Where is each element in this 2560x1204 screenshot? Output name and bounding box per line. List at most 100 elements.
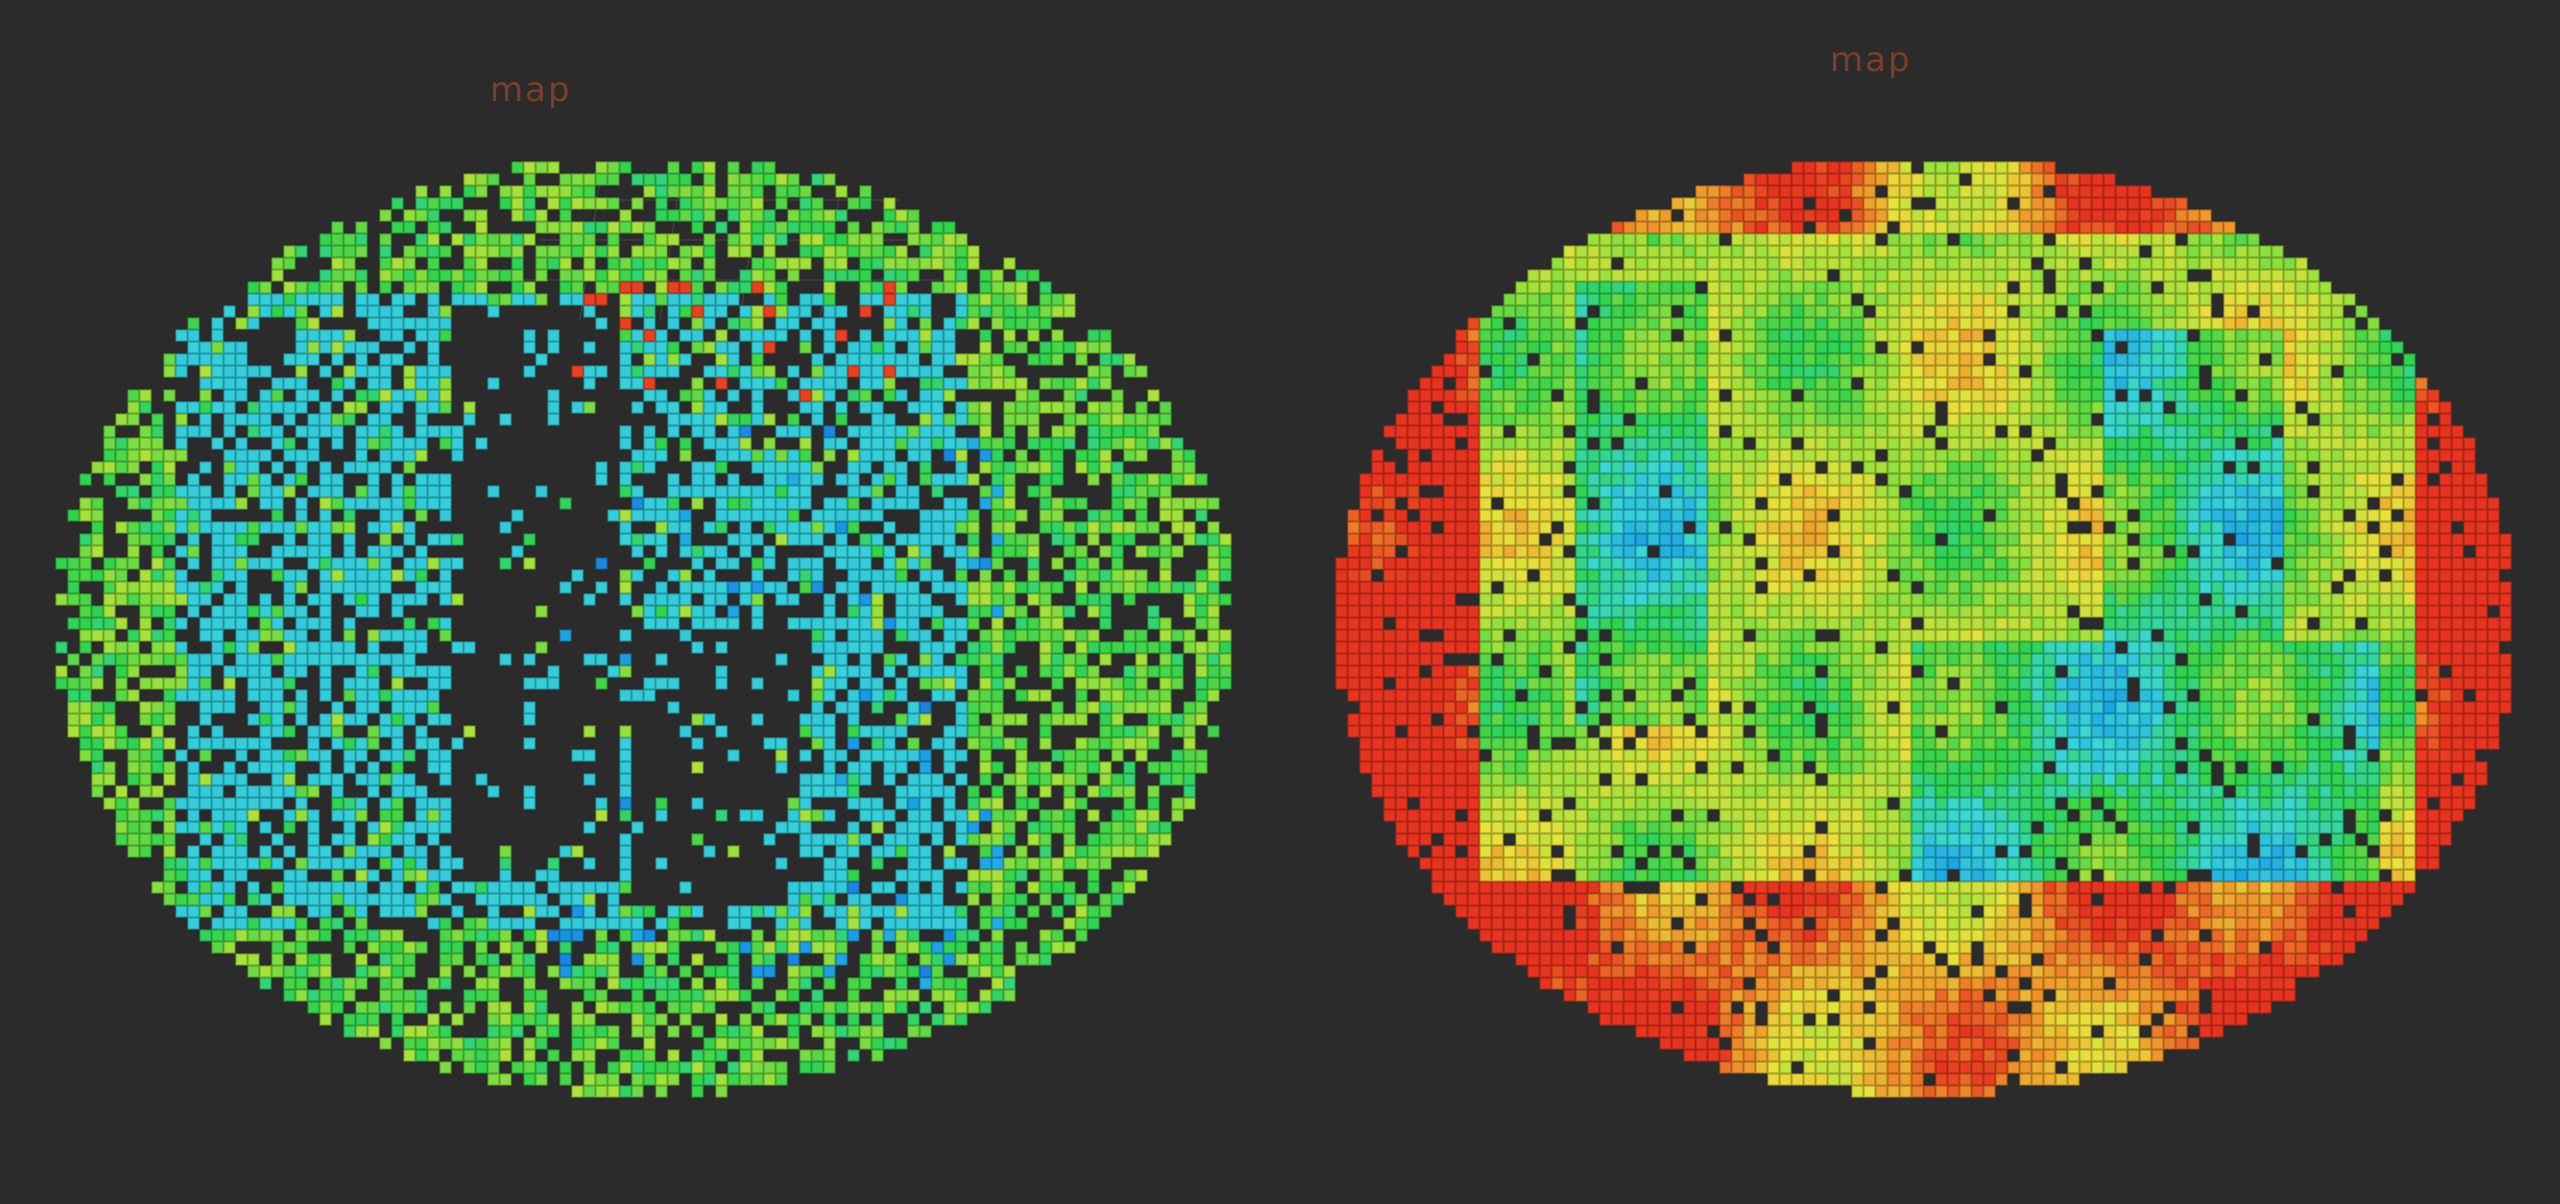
voxel bbox=[379, 545, 392, 558]
voxel bbox=[2271, 269, 2284, 282]
voxel bbox=[2127, 269, 2140, 282]
voxel bbox=[211, 557, 224, 570]
voxel bbox=[883, 689, 896, 702]
voxel bbox=[871, 725, 884, 738]
voxel bbox=[259, 389, 272, 402]
voxel bbox=[859, 533, 872, 546]
voxel bbox=[271, 905, 284, 918]
voxel bbox=[1503, 389, 1516, 402]
voxel bbox=[415, 497, 428, 510]
voxel bbox=[319, 617, 332, 630]
voxel bbox=[1983, 341, 1996, 354]
voxel bbox=[319, 845, 332, 858]
voxel bbox=[823, 833, 836, 846]
voxel bbox=[2175, 221, 2188, 234]
voxel bbox=[883, 965, 896, 978]
voxel bbox=[331, 737, 344, 750]
voxel bbox=[1719, 197, 1732, 210]
voxel bbox=[571, 845, 584, 858]
voxel bbox=[2055, 425, 2068, 438]
voxel bbox=[835, 785, 848, 798]
voxel bbox=[535, 893, 548, 906]
voxel bbox=[187, 689, 200, 702]
voxel bbox=[619, 737, 632, 750]
voxel bbox=[211, 689, 224, 702]
left-voxel-map-view[interactable]: map bbox=[0, 0, 1280, 1204]
voxel bbox=[319, 893, 332, 906]
voxel bbox=[271, 761, 284, 774]
voxel bbox=[247, 293, 260, 306]
voxel bbox=[1983, 185, 1996, 198]
voxel bbox=[883, 521, 896, 534]
voxel bbox=[2259, 365, 2272, 378]
voxel bbox=[583, 857, 596, 870]
voxel bbox=[343, 257, 356, 270]
voxel bbox=[2307, 317, 2320, 330]
voxel bbox=[1947, 293, 1960, 306]
voxel bbox=[1563, 317, 1576, 330]
right-voxel-map-view[interactable]: map bbox=[1280, 0, 2560, 1204]
voxel bbox=[919, 413, 932, 426]
voxel bbox=[907, 1013, 920, 1026]
voxel bbox=[1683, 221, 1696, 234]
voxel bbox=[1171, 761, 1184, 774]
voxel bbox=[1099, 905, 1112, 918]
voxel bbox=[163, 689, 176, 702]
voxel bbox=[979, 653, 992, 666]
voxel bbox=[967, 557, 980, 570]
voxel bbox=[391, 1001, 404, 1014]
voxel bbox=[835, 881, 848, 894]
voxel bbox=[871, 437, 884, 450]
voxel bbox=[1671, 233, 1684, 246]
voxel bbox=[319, 413, 332, 426]
voxel bbox=[415, 401, 428, 414]
voxel bbox=[331, 269, 344, 282]
voxel bbox=[1731, 365, 1744, 378]
voxel bbox=[799, 785, 812, 798]
voxel bbox=[439, 749, 452, 762]
voxel bbox=[235, 785, 248, 798]
voxel bbox=[1027, 269, 1040, 282]
voxel bbox=[775, 1061, 788, 1074]
voxel bbox=[823, 881, 836, 894]
voxel bbox=[1099, 593, 1112, 606]
voxel bbox=[1111, 485, 1124, 498]
voxel bbox=[223, 533, 236, 546]
voxel bbox=[91, 521, 104, 534]
voxel bbox=[511, 257, 524, 270]
voxel bbox=[187, 881, 200, 894]
voxel bbox=[775, 905, 788, 918]
voxel bbox=[1839, 233, 1852, 246]
voxel bbox=[2031, 377, 2044, 390]
voxel bbox=[163, 521, 176, 534]
voxel bbox=[391, 713, 404, 726]
voxel bbox=[439, 581, 452, 594]
voxel bbox=[787, 533, 800, 546]
voxel bbox=[835, 773, 848, 786]
voxel bbox=[1479, 413, 1492, 426]
voxel bbox=[1983, 161, 1996, 174]
voxel bbox=[1015, 917, 1028, 930]
voxel bbox=[475, 881, 488, 894]
voxel bbox=[1135, 509, 1148, 522]
voxel bbox=[199, 785, 212, 798]
voxel bbox=[811, 965, 824, 978]
voxel bbox=[1171, 725, 1184, 738]
voxel bbox=[331, 305, 344, 318]
voxel bbox=[679, 965, 692, 978]
voxel bbox=[799, 725, 812, 738]
voxel bbox=[823, 209, 836, 222]
voxel bbox=[1923, 269, 1936, 282]
voxel bbox=[2079, 353, 2092, 366]
voxel bbox=[1039, 437, 1052, 450]
voxel bbox=[919, 965, 932, 978]
voxel bbox=[2283, 341, 2296, 354]
voxel bbox=[2175, 269, 2188, 282]
voxel bbox=[283, 701, 296, 714]
voxel bbox=[1947, 197, 1960, 210]
voxel bbox=[931, 365, 944, 378]
voxel bbox=[643, 233, 656, 246]
voxel bbox=[103, 569, 116, 582]
voxel bbox=[1491, 353, 1504, 366]
voxel bbox=[763, 497, 776, 510]
